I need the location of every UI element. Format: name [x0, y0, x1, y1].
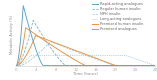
NPH insulin	[76, 52, 78, 53]
Premixed analogues	[111, 65, 113, 66]
Regular human insulin	[32, 20, 34, 21]
Regular human insulin	[29, 33, 31, 34]
NPH insulin	[124, 65, 126, 66]
Long-acting analogues	[30, 55, 32, 56]
Legend: Rapid-acting analogues, Regular human insulin, NPH insulin, Long-acting analogue: Rapid-acting analogues, Regular human in…	[90, 1, 144, 32]
Long-acting analogues	[15, 65, 17, 66]
Premixed analogues	[25, 27, 27, 28]
X-axis label: Time (hours): Time (hours)	[73, 72, 98, 76]
Line: Premixed human insulin: Premixed human insulin	[16, 36, 155, 66]
NPH insulin	[111, 64, 113, 65]
Regular human insulin	[126, 65, 128, 66]
Rapid-acting analogues	[111, 65, 113, 66]
Premixed analogues	[126, 65, 128, 66]
NPH insulin	[29, 60, 31, 61]
Premixed human insulin	[111, 64, 113, 65]
Premixed human insulin	[29, 48, 31, 49]
NPH insulin	[71, 50, 73, 51]
Premixed analogues	[15, 65, 17, 66]
Line: NPH insulin: NPH insulin	[16, 42, 155, 66]
Rapid-acting analogues	[76, 65, 78, 66]
Long-acting analogues	[71, 55, 73, 56]
NPH insulin	[154, 65, 156, 66]
Premixed human insulin	[126, 65, 128, 66]
Premixed human insulin	[76, 51, 78, 52]
Regular human insulin	[76, 65, 78, 66]
Regular human insulin	[154, 65, 156, 66]
Regular human insulin	[71, 65, 73, 66]
Rapid-acting analogues	[22, 5, 24, 6]
NPH insulin	[126, 65, 128, 66]
Long-acting analogues	[154, 65, 156, 66]
Premixed analogues	[154, 65, 156, 66]
Rapid-acting analogues	[154, 65, 156, 66]
Premixed human insulin	[15, 65, 17, 66]
Premixed analogues	[29, 30, 31, 31]
Premixed analogues	[71, 58, 73, 59]
Regular human insulin	[124, 65, 126, 66]
Line: Regular human insulin: Regular human insulin	[16, 20, 155, 66]
Long-acting analogues	[124, 55, 126, 56]
Premixed human insulin	[154, 65, 156, 66]
Long-acting analogues	[76, 55, 78, 56]
Rapid-acting analogues	[124, 65, 126, 66]
Rapid-acting analogues	[126, 65, 128, 66]
Regular human insulin	[111, 65, 113, 66]
Premixed analogues	[76, 61, 78, 62]
Premixed human insulin	[71, 49, 73, 50]
Line: Premixed analogues: Premixed analogues	[16, 28, 155, 66]
Line: Long-acting analogues: Long-acting analogues	[16, 55, 155, 66]
Y-axis label: Metabolic Activity (%): Metabolic Activity (%)	[10, 14, 14, 54]
Long-acting analogues	[29, 56, 31, 57]
NPH insulin	[15, 65, 17, 66]
Rapid-acting analogues	[71, 65, 73, 66]
Long-acting analogues	[111, 55, 113, 56]
NPH insulin	[50, 41, 52, 42]
Regular human insulin	[15, 65, 17, 66]
Premixed analogues	[124, 65, 126, 66]
Premixed human insulin	[124, 65, 126, 66]
Rapid-acting analogues	[29, 30, 31, 31]
Premixed human insulin	[35, 35, 37, 36]
Line: Rapid-acting analogues: Rapid-acting analogues	[16, 6, 155, 66]
Rapid-acting analogues	[15, 65, 17, 66]
